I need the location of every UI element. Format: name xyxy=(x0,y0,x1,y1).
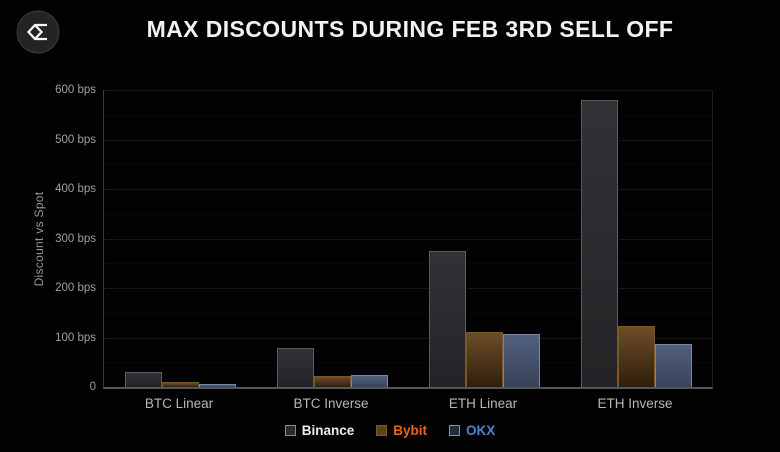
x-axis-label: ETH Inverse xyxy=(597,396,673,411)
gridline-minor xyxy=(104,312,712,314)
legend-label-bybit: Bybit xyxy=(393,423,427,438)
x-axis-label: BTC Inverse xyxy=(293,396,369,411)
legend-item-bybit: Bybit xyxy=(376,423,427,438)
legend-label-okx: OKX xyxy=(466,423,496,438)
bar-group-btc-inverse xyxy=(276,348,388,387)
bar-binance xyxy=(580,99,618,387)
bar-binance xyxy=(428,250,466,387)
gridline-major xyxy=(104,288,712,289)
bar-bybit xyxy=(465,331,503,387)
x-axis-label: BTC Linear xyxy=(144,396,214,411)
gridline-major xyxy=(104,139,712,141)
y-tick-label: 600 bps xyxy=(55,84,96,96)
gridline-minor xyxy=(104,114,712,116)
gridline-major xyxy=(104,238,712,240)
bar-group-eth-linear xyxy=(428,250,540,387)
gridline-minor xyxy=(104,164,712,166)
gridline-minor xyxy=(104,213,712,215)
legend-item-binance: Binance xyxy=(284,423,355,438)
legend-label-binance: Binance xyxy=(301,423,355,438)
x-axis-labels: BTC Linear BTC Inverse ETH Linear ETH Inver… xyxy=(103,396,711,411)
y-tick-label: 0 xyxy=(89,381,96,393)
y-tick-label: 400 bps xyxy=(55,183,96,195)
gridline-minor xyxy=(104,362,712,364)
bar-group-eth-inverse xyxy=(580,99,692,387)
logo-badge xyxy=(16,10,60,54)
sigma-diamond-logo-icon xyxy=(16,10,60,54)
y-tick-label: 300 bps xyxy=(55,232,96,245)
legend-swatch-bybit xyxy=(376,425,388,436)
chart-title: MAX DISCOUNTS DURING FEB 3RD SELL OFF xyxy=(146,16,674,42)
legend-swatch-okx xyxy=(449,425,460,436)
y-tick-label: 200 bps xyxy=(55,282,96,294)
bar-okx xyxy=(502,333,540,387)
bar-binance xyxy=(124,372,162,387)
bar-bybit xyxy=(313,376,351,387)
bar-okx xyxy=(654,344,692,387)
legend-item-okx: OKX xyxy=(449,423,495,438)
gridline-major xyxy=(104,189,712,190)
gridline-major xyxy=(104,337,712,339)
bar-okx xyxy=(198,383,236,387)
bar-group-btc-linear xyxy=(124,372,236,387)
y-tick-label: 500 bps xyxy=(55,133,96,146)
plot-area xyxy=(103,90,713,389)
x-axis-label: ETH Linear xyxy=(448,396,518,411)
bar-bybit xyxy=(617,326,655,387)
legend: Binance Bybit OKX xyxy=(0,423,780,438)
gridline-major xyxy=(104,90,712,91)
gridline-minor xyxy=(104,263,712,265)
y-tick-label: 100 bps xyxy=(55,331,96,344)
bar-okx xyxy=(350,375,388,387)
legend-swatch-binance xyxy=(284,425,296,436)
bar-bybit xyxy=(161,382,199,387)
bar-groups xyxy=(104,90,712,387)
bar-binance xyxy=(276,348,314,387)
